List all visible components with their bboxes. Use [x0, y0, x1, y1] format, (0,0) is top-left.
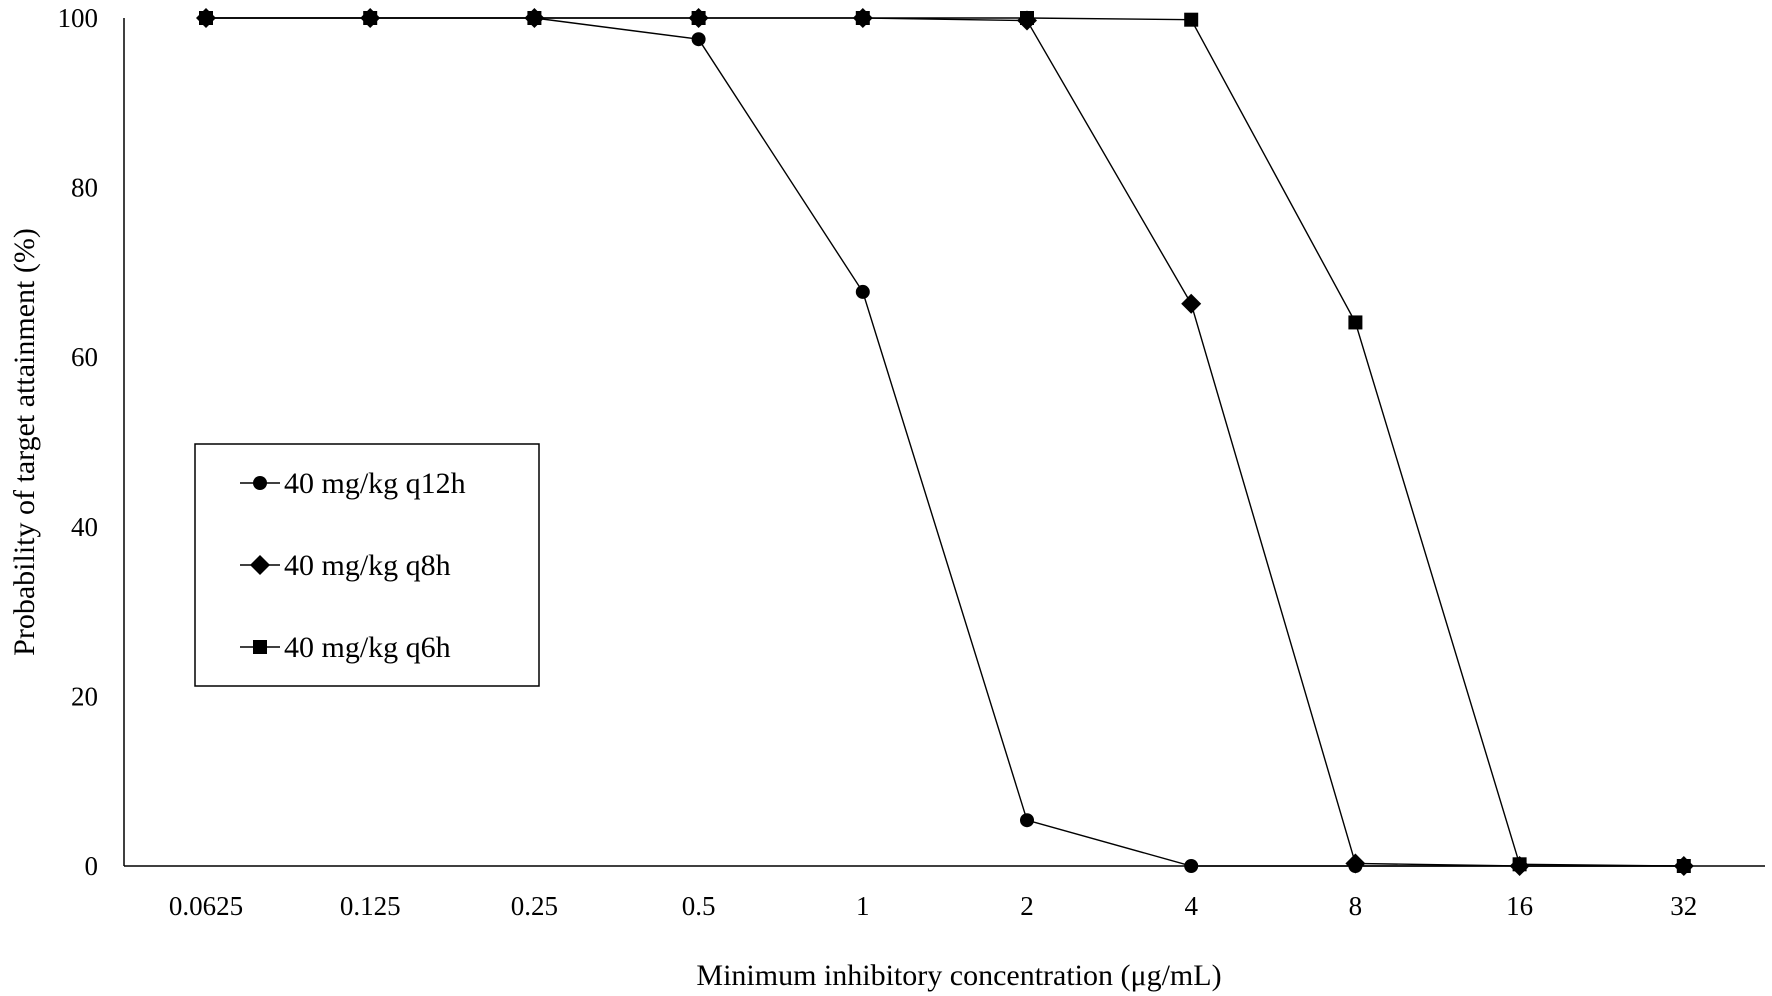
data-point-circle: [1348, 859, 1363, 873]
data-point-diamond: [688, 8, 709, 28]
data-point-circle: [1676, 859, 1691, 873]
x-tick-labels: 0.0625 0.125 0.25 0.5 1 2 4 8 16 32: [169, 891, 1697, 921]
series-line-square: [206, 17, 1684, 867]
y-tick-label: 60: [71, 342, 98, 372]
axes: [123, 18, 1765, 867]
y-tick-label: 20: [71, 681, 98, 711]
legend-marker-diamond: [250, 555, 270, 575]
legend-label: 40 mg/kg q6h: [284, 631, 451, 664]
x-tick-label: 0.25: [511, 891, 558, 921]
series-lines: [206, 17, 1684, 867]
x-tick-label: 4: [1184, 891, 1198, 921]
y-tick-label: 100: [58, 3, 99, 33]
x-tick-label: 0.125: [340, 891, 401, 921]
legend-label: 40 mg/kg q8h: [284, 549, 451, 582]
series-line-circle: [206, 17, 1684, 867]
y-tick-label: 40: [71, 512, 98, 542]
data-point-circle: [199, 11, 213, 25]
legend-label: 40 mg/kg q12h: [284, 467, 466, 500]
data-point-diamond: [852, 8, 873, 28]
x-tick-label: 2: [1020, 891, 1034, 921]
x-axis-title: Minimum inhibitory concentration (μg/mL): [696, 959, 1221, 992]
data-point-square: [1184, 12, 1199, 27]
series-line-diamond: [206, 17, 1684, 867]
data-point-circle: [1020, 813, 1034, 828]
data-point-circle: [1512, 859, 1527, 873]
x-tick-label: 0.5: [682, 891, 716, 921]
legend: 40 mg/kg q12h 40 mg/kg q8h 40 mg/kg q6h: [194, 443, 540, 687]
data-point-square: [1348, 315, 1363, 330]
legend-marker-circle: [253, 476, 267, 490]
series-markers: [196, 8, 1694, 876]
y-tick-label: 80: [71, 173, 98, 203]
data-point-diamond: [1181, 293, 1202, 314]
data-point-circle: [363, 11, 378, 25]
x-tick-label: 32: [1670, 891, 1697, 921]
x-tick-label: 16: [1506, 891, 1533, 921]
legend-marker-square: [253, 640, 267, 654]
data-point-circle: [1184, 859, 1199, 873]
data-point-circle: [527, 11, 542, 25]
y-tick-label: 0: [85, 851, 99, 881]
x-tick-label: 8: [1349, 891, 1363, 921]
y-tick-labels: 0 20 40 60 80 100: [58, 3, 99, 881]
x-tick-label: 0.0625: [169, 891, 243, 921]
data-point-diamond: [1017, 10, 1037, 31]
data-point-circle: [691, 32, 706, 47]
y-axis-title: Probability of target attainment (%): [8, 228, 41, 656]
data-point-circle: [855, 284, 870, 299]
x-tick-label: 1: [856, 891, 870, 921]
